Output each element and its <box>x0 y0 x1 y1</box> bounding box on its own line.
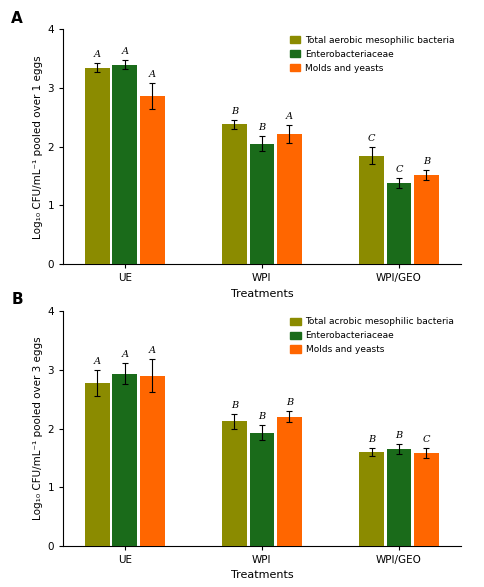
Text: C: C <box>367 134 375 143</box>
Bar <box>112 374 137 546</box>
Text: A: A <box>121 48 128 56</box>
Bar <box>85 383 109 546</box>
Text: B: B <box>258 123 265 132</box>
Text: B: B <box>11 292 23 308</box>
Text: A: A <box>121 350 128 359</box>
Bar <box>139 96 164 264</box>
Bar <box>139 376 164 546</box>
Y-axis label: Log₁₀ CFU/mL⁻¹ pooled over 3 eggs: Log₁₀ CFU/mL⁻¹ pooled over 3 eggs <box>33 337 43 520</box>
Text: B: B <box>422 157 429 166</box>
Bar <box>386 449 410 546</box>
Text: A: A <box>149 346 155 355</box>
Y-axis label: Log₁₀ CFU/mL⁻¹ pooled over 1 eggs: Log₁₀ CFU/mL⁻¹ pooled over 1 eggs <box>33 55 43 238</box>
X-axis label: Treatments: Treatments <box>230 571 293 581</box>
Bar <box>112 65 137 264</box>
Text: B: B <box>394 431 402 440</box>
Bar <box>249 144 273 264</box>
Bar <box>85 68 109 264</box>
Text: B: B <box>230 107 238 116</box>
Bar <box>359 156 383 264</box>
Text: A: A <box>93 357 101 366</box>
Bar <box>276 417 301 546</box>
Text: B: B <box>230 402 238 410</box>
Text: C: C <box>422 436 429 444</box>
Text: C: C <box>394 166 402 174</box>
Text: A: A <box>149 70 155 79</box>
X-axis label: Treatments: Treatments <box>230 289 293 299</box>
Legend: Total aerobic mesophilic bacteria, Enterobacteriaceae, Molds and yeasts: Total aerobic mesophilic bacteria, Enter… <box>287 34 455 75</box>
Bar <box>222 421 246 546</box>
Bar <box>359 452 383 546</box>
Text: A: A <box>93 50 101 59</box>
Bar <box>386 183 410 264</box>
Text: B: B <box>367 435 375 444</box>
Bar <box>413 453 438 546</box>
Legend: Total acrobic mesophilic bacteria, Enterobacteriaceae, Molds and yeasts: Total acrobic mesophilic bacteria, Enter… <box>288 316 455 356</box>
Bar <box>413 175 438 264</box>
Text: B: B <box>258 412 265 421</box>
Bar <box>249 433 273 546</box>
Bar <box>222 124 246 264</box>
Text: B: B <box>285 399 292 407</box>
Text: A: A <box>11 11 23 26</box>
Bar <box>276 134 301 264</box>
Text: A: A <box>285 112 292 121</box>
